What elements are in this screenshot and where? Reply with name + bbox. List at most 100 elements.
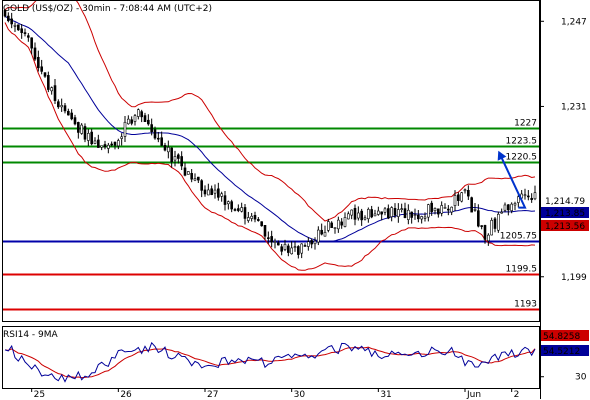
candle (487, 233, 490, 246)
candle (417, 209, 420, 223)
candle-body (13, 25, 17, 27)
candle (147, 114, 150, 126)
candle (427, 203, 430, 222)
candle-body (47, 75, 50, 90)
candle-body (390, 207, 393, 218)
candle-body (530, 197, 533, 200)
rsi-panel-frame (2, 326, 540, 389)
candle (257, 217, 260, 222)
candle-body (97, 139, 100, 148)
candle-body (43, 72, 47, 77)
candle (100, 145, 103, 151)
candle (287, 243, 290, 257)
candle-body (237, 208, 240, 211)
x-tick-label: 30 (294, 390, 306, 400)
candle-body (50, 87, 53, 92)
candle (450, 206, 453, 216)
candle-body (290, 247, 293, 255)
price-tag-label: 1,213.85 (545, 209, 585, 219)
candle-body (393, 208, 397, 216)
candle (527, 190, 530, 201)
candle-body (420, 216, 423, 220)
candle (420, 215, 423, 224)
candle-body (257, 219, 260, 221)
candle (110, 141, 113, 147)
candle-body (310, 240, 313, 245)
candle (83, 123, 87, 143)
candle-body (340, 221, 343, 226)
candle-body (83, 126, 87, 140)
candle-body (207, 189, 210, 196)
candle (253, 211, 257, 223)
candle-body (507, 204, 510, 211)
candle (30, 37, 33, 55)
candle (183, 162, 187, 177)
candle (530, 193, 533, 203)
candle-body (487, 234, 490, 242)
candle (240, 202, 243, 213)
candle (360, 208, 363, 226)
candle-body (427, 204, 430, 218)
candle (90, 128, 93, 146)
candle-body (467, 190, 470, 197)
candle-body (473, 209, 477, 211)
candle (230, 199, 233, 213)
candle (87, 129, 90, 147)
candle (133, 113, 137, 126)
candle-body (107, 144, 110, 149)
candle-body (313, 240, 317, 245)
candle-body (223, 195, 227, 205)
candle (387, 204, 390, 220)
candle (113, 141, 117, 150)
candle (63, 103, 67, 114)
candle (217, 182, 220, 201)
candle (130, 116, 133, 126)
candle (393, 203, 397, 219)
candle-body (147, 119, 150, 125)
candle (117, 138, 120, 150)
candle (330, 221, 333, 228)
candle-body (493, 218, 497, 229)
price-tag: 1,214.79 (541, 195, 589, 207)
candle (437, 208, 440, 218)
candle-body (110, 143, 113, 146)
candle (77, 121, 80, 139)
level-lines: 1227 1223.5 1220.5 1205.75 1199.5 1193 (2, 119, 540, 311)
rsi-value-tag: 54.5212 (541, 345, 589, 357)
projection-arrowhead (497, 150, 507, 161)
candle-body (10, 18, 13, 25)
candle-body (283, 244, 287, 250)
candle-body (500, 211, 503, 214)
candle (370, 205, 373, 219)
candle-body (347, 213, 350, 220)
candle-body (187, 171, 190, 175)
candle (180, 151, 183, 171)
candle (310, 238, 313, 249)
rsi-value-tag-background (541, 345, 589, 356)
candle-body (373, 213, 377, 217)
candle-body (250, 215, 253, 219)
candle (177, 153, 180, 164)
candle (173, 150, 177, 167)
candle (377, 206, 380, 216)
rsi-panel (4, 341, 536, 383)
candle (153, 126, 157, 140)
candle (467, 185, 470, 200)
price-tag: 1,213.56 (541, 220, 589, 232)
candle-body (463, 189, 467, 192)
candle-body (517, 196, 520, 203)
candle (247, 211, 250, 223)
candle-body (277, 242, 280, 246)
main-panel-frame (2, 0, 540, 322)
candle-body (113, 141, 117, 146)
bollinger-upper-line (4, 0, 536, 222)
candle (397, 203, 400, 223)
candle-body (77, 122, 80, 133)
candle (300, 243, 303, 259)
candle-body (7, 15, 10, 22)
main-chart-title: GOLD (US$/OZ) - 30min - 7:08:44 AM (UTC+… (3, 4, 212, 14)
rsi-value-tag: 54.8258 (541, 330, 589, 342)
candle (227, 200, 230, 210)
candle (97, 134, 100, 148)
candle (367, 207, 370, 223)
